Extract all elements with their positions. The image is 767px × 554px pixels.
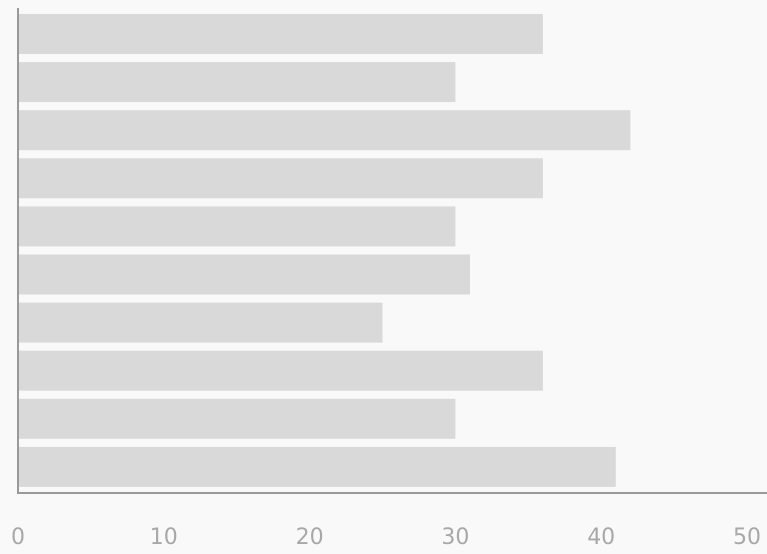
x-tick-label-50: 50 — [733, 525, 761, 550]
bar-10 — [18, 446, 616, 487]
bar-1 — [18, 14, 543, 54]
x-tick-label-0: 0 — [11, 525, 25, 550]
x-tick-label-20: 20 — [296, 525, 324, 550]
x-tick-labels: 0 10 20 30 40 50 — [11, 525, 761, 550]
bar-8 — [18, 350, 543, 391]
x-tick-label-30: 30 — [441, 525, 469, 550]
bar-3 — [18, 110, 631, 151]
bar-6 — [18, 254, 470, 295]
bar-2 — [18, 62, 456, 103]
bars-group — [18, 14, 631, 487]
bar-4 — [18, 158, 543, 199]
bar-7 — [18, 302, 383, 343]
bar-9 — [18, 398, 456, 439]
bar-5 — [18, 206, 456, 247]
x-tick-label-10: 10 — [150, 525, 178, 550]
x-tick-label-40: 40 — [587, 525, 615, 550]
